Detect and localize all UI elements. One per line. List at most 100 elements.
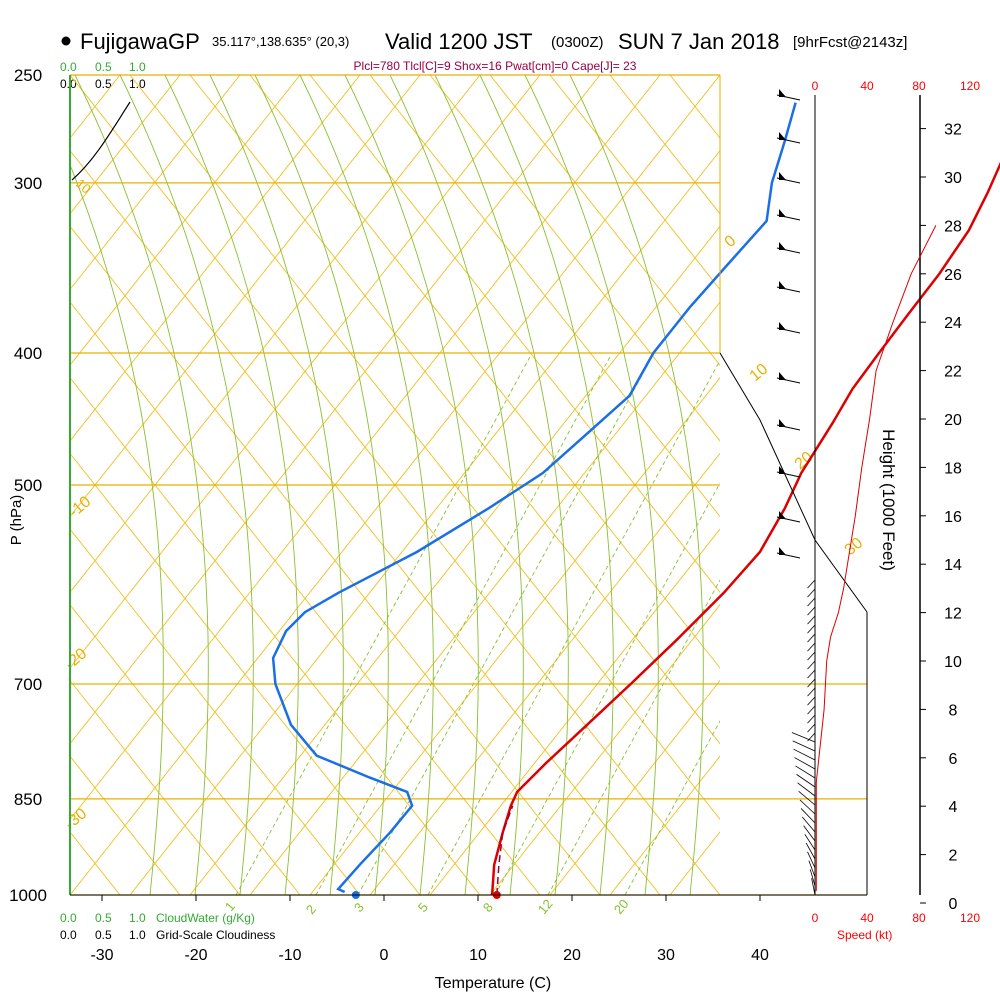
valid-z: (0300Z) (551, 34, 604, 51)
isotherm-line (609, 755, 720, 895)
wind-barb (776, 209, 801, 221)
cloudiness-line (71, 101, 131, 181)
top-black-label-0: 0.0 (60, 77, 77, 91)
x-tick-label: -20 (184, 947, 207, 964)
wind-barb-flag (779, 466, 786, 474)
height-tick-label: 16 (944, 509, 962, 526)
height-tick-label: 32 (944, 122, 962, 139)
mixing-ratio-label: 12 (535, 896, 556, 917)
height-tick-label: 18 (944, 460, 962, 477)
mixing-ratio-line (624, 720, 720, 895)
wind-barb-low (807, 642, 816, 652)
moist-adiabat-line (119, 75, 254, 895)
height-tick-label: 4 (949, 799, 958, 816)
y-tick-label: 250 (14, 66, 42, 85)
mixing-ratio-label: 2 (303, 902, 319, 917)
mixing-ratio-line (235, 354, 532, 895)
isotherm-line (850, 75, 1000, 895)
height-tick-label: 20 (944, 412, 962, 429)
y-tick-label: 850 (14, 790, 42, 809)
wind-barb-low (811, 878, 816, 896)
moist-adiabat-line (254, 75, 389, 895)
isotherm-line (70, 75, 181, 215)
x-tick-label: 40 (751, 947, 769, 964)
wind-barb-low (807, 660, 816, 670)
wind-barb-low (800, 808, 816, 824)
wind-barb-flag (779, 372, 786, 380)
wind-barb-flag (779, 209, 786, 217)
wind-barb-low (809, 869, 816, 887)
wind-barb-low (807, 669, 816, 679)
wind-barb-low (807, 687, 816, 697)
wind-barb-flag (779, 172, 786, 180)
wind-barb-low (807, 851, 816, 869)
moist-adiabat-line (299, 75, 434, 895)
dry-adiabat-line (70, 604, 301, 895)
moist-adiabat-line (434, 75, 569, 895)
height-tick-label: 28 (944, 218, 962, 235)
x-tick-label: -10 (278, 947, 301, 964)
wind-barb-flag (779, 322, 786, 330)
wind-barb-flag (779, 281, 786, 289)
height-tick-label: 22 (944, 364, 962, 381)
parcel-line (496, 805, 514, 896)
height-tick-label: 10 (944, 654, 962, 671)
dry-adiabat-line (489, 75, 720, 366)
y-tick-label: 500 (14, 476, 42, 495)
sounding-profiles (71, 101, 1000, 899)
wind-barb-low (807, 723, 816, 733)
dry-adiabat-line (549, 75, 720, 291)
isotherm-line (489, 604, 720, 895)
isotherm-line (70, 75, 241, 291)
wind-barb-low (807, 732, 816, 742)
wind-barb-flag (779, 89, 786, 97)
moist-adiabat-line (389, 75, 524, 895)
isotherm-label: 30 (842, 535, 867, 560)
x-axis-title: Temperature (C) (435, 975, 551, 992)
wind-barb (776, 372, 801, 384)
height-tick-label: 0 (949, 896, 958, 913)
dry-adiabat-line (70, 679, 241, 895)
wind-barb (776, 466, 801, 478)
wind-barb-low (807, 579, 816, 589)
height-tick-label: 24 (944, 315, 962, 332)
wind-barb-low (796, 774, 816, 788)
wind-barb-flag (779, 511, 786, 519)
height-tick-label: 14 (944, 557, 962, 574)
wind-barb-low (798, 791, 816, 806)
wind-barbs (776, 89, 816, 896)
y-axis-title: P (hPa) (8, 495, 25, 546)
wind-barb (776, 132, 801, 144)
height-tick-label: 26 (944, 267, 962, 284)
dry-adiabat-line (429, 75, 720, 442)
mixing-ratio-line (547, 579, 720, 895)
cloudwater-label: CloudWater (g/Kg) (156, 911, 255, 925)
speed-axis-labels: 0 40 80 120 0 40 80 120 Speed (kt) (812, 79, 981, 942)
moist-adiabat-line (344, 75, 479, 895)
height-tick-label: 6 (949, 751, 958, 768)
valid-time: Valid 1200 JST (385, 29, 533, 54)
wind-barb-low (795, 765, 816, 779)
wind-barb (776, 547, 801, 559)
dewpoint-line (271, 102, 797, 894)
bottom-green-label-1: 0.5 (95, 911, 112, 925)
dry-adiabat-label: 10 (73, 176, 94, 197)
x-tick-label: 10 (469, 947, 487, 964)
height-tick-label: 12 (944, 606, 962, 623)
x-tick-label: 30 (657, 947, 675, 964)
speed-top-tick-0: 0 (812, 79, 819, 93)
speed-bottom-tick-1: 40 (860, 911, 874, 925)
wind-barb-flag (779, 132, 786, 140)
moist-adiabat-line (209, 75, 344, 895)
valid-date: SUN 7 Jan 2018 (618, 29, 779, 54)
indices-line: Plcl=780 Tlcl[C]=9 Shox=16 Pwat[cm]=0 Ca… (354, 59, 637, 73)
bottom-green-label-2: 1.0 (129, 911, 146, 925)
wind-barb-low (807, 597, 816, 607)
bottom-green-label-0: 0.0 (60, 911, 77, 925)
wind-barb-low (808, 860, 816, 878)
speed-top-tick-3: 120 (960, 79, 980, 93)
speed-bottom-tick-2: 80 (912, 911, 926, 925)
